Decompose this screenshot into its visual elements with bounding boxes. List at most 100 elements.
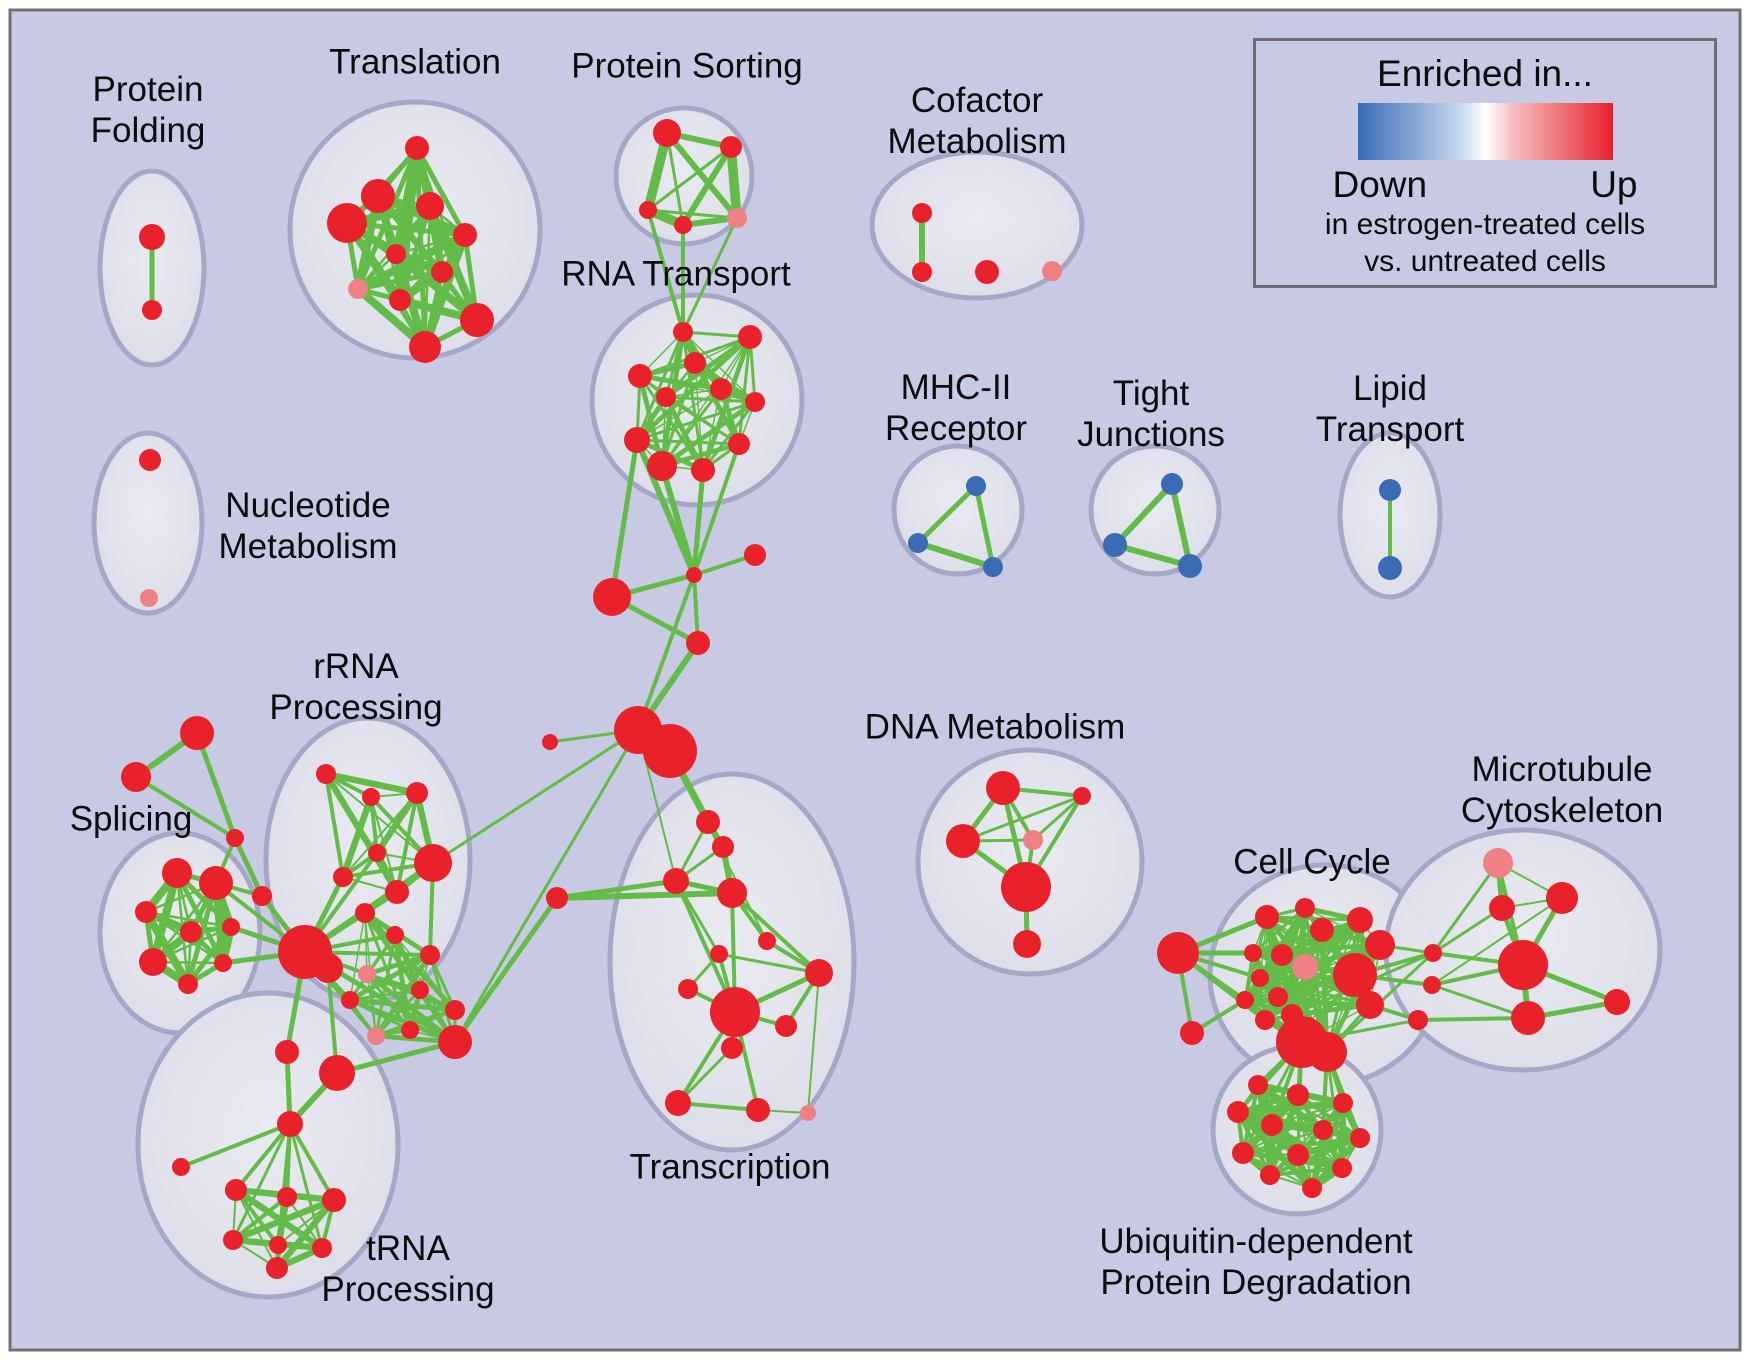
network-node	[1236, 991, 1254, 1009]
network-edge	[194, 730, 238, 841]
network-edge	[664, 395, 757, 404]
network-node	[460, 303, 494, 337]
network-node	[333, 867, 353, 887]
network-edge	[151, 925, 233, 964]
network-node	[1261, 1114, 1283, 1136]
network-node	[199, 866, 233, 900]
network-edge	[691, 467, 706, 578]
network-edge	[179, 1122, 292, 1169]
network-edge	[554, 890, 735, 901]
network-node	[269, 1236, 287, 1254]
network-node	[322, 1188, 346, 1212]
network-edge	[324, 772, 345, 879]
network-edge	[635, 438, 741, 446]
network-node	[542, 734, 558, 750]
network-node	[223, 1230, 243, 1250]
network-edge	[915, 540, 996, 570]
network-edge	[1169, 481, 1193, 569]
network-edge	[664, 395, 741, 446]
network-node	[389, 289, 411, 311]
network-node	[178, 974, 198, 994]
network-node	[912, 262, 932, 282]
network-node	[1379, 479, 1401, 501]
network-node	[142, 300, 162, 320]
network-node	[727, 208, 747, 228]
network-node	[656, 387, 676, 407]
network-edge	[373, 789, 421, 857]
network-node	[172, 1158, 190, 1176]
network-edge	[144, 910, 233, 929]
network-node	[674, 216, 692, 234]
network-node	[678, 979, 698, 999]
network-node	[1302, 1178, 1322, 1198]
network-node	[1244, 944, 1262, 962]
network-node	[348, 279, 368, 299]
network-node	[1255, 1010, 1275, 1030]
network-edge	[334, 1039, 458, 1076]
network-edge	[1416, 1016, 1530, 1022]
network-node	[1347, 907, 1373, 933]
network-node	[401, 1021, 419, 1039]
network-node	[139, 948, 167, 976]
network-edge	[273, 1196, 338, 1272]
network-edge	[1277, 996, 1371, 1006]
network-edge	[452, 895, 560, 1045]
network-edge	[973, 483, 996, 570]
network-edge	[609, 437, 640, 600]
network-node	[139, 224, 165, 250]
network-edge	[373, 952, 433, 1039]
network-node	[684, 352, 706, 374]
network-node	[386, 244, 406, 264]
network-node	[361, 179, 395, 213]
network-node	[1423, 976, 1441, 994]
network-node	[313, 953, 343, 983]
network-edge	[234, 1188, 280, 1247]
network-node	[358, 965, 376, 983]
network-node	[409, 331, 441, 363]
network-node	[1251, 969, 1269, 987]
network-edge	[395, 791, 419, 894]
network-node	[1604, 989, 1630, 1015]
network-node	[180, 921, 202, 943]
network-node	[214, 954, 232, 972]
network-edge	[807, 972, 820, 1114]
network-node	[1227, 1101, 1249, 1123]
network-node	[414, 844, 452, 882]
network-edge	[1431, 906, 1504, 955]
network-node	[1248, 1075, 1268, 1095]
network-edge	[231, 1195, 289, 1242]
network-edge	[915, 483, 979, 546]
network-node	[1498, 940, 1548, 990]
network-node	[1042, 261, 1062, 281]
network-node	[643, 724, 697, 778]
network-edge	[1431, 897, 1563, 986]
network-edge	[635, 400, 757, 442]
network-edge	[288, 1122, 336, 1202]
network-node	[663, 868, 689, 894]
network-node	[411, 981, 429, 999]
network-edge	[636, 388, 722, 441]
network-node	[1295, 898, 1315, 918]
network-edge	[229, 1196, 338, 1244]
network-edge	[134, 775, 237, 840]
network-edge	[342, 792, 418, 878]
network-node	[717, 878, 747, 908]
network-node	[1310, 918, 1334, 942]
network-node	[453, 223, 477, 247]
network-edge	[392, 932, 413, 1033]
network-edge	[635, 330, 685, 442]
network-node	[593, 578, 631, 616]
network-node	[1483, 848, 1513, 878]
network-node	[316, 764, 336, 784]
network-node	[368, 844, 386, 862]
network-node	[162, 858, 192, 888]
network-edge	[646, 208, 739, 220]
network-node	[665, 1090, 691, 1116]
network-node	[983, 557, 1003, 577]
network-node	[712, 836, 734, 858]
network-edge	[1251, 906, 1307, 955]
network-node	[312, 1238, 332, 1258]
network-node	[1103, 533, 1127, 557]
